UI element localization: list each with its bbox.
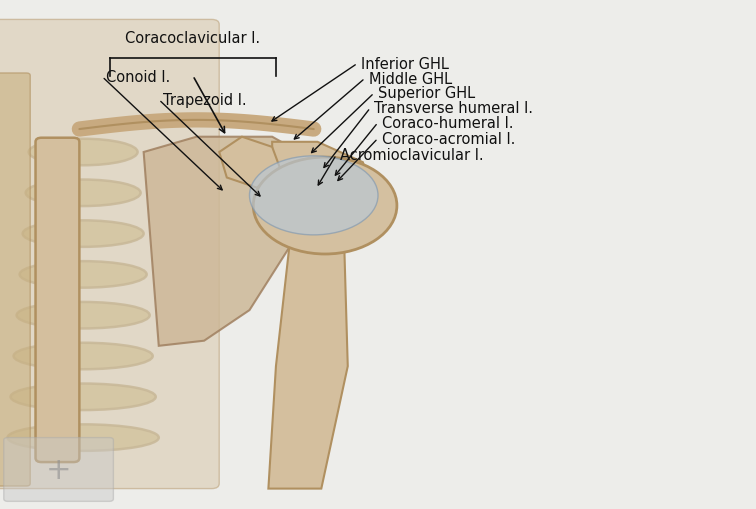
Ellipse shape — [29, 139, 138, 166]
Polygon shape — [268, 232, 348, 489]
FancyBboxPatch shape — [0, 20, 219, 489]
Text: Coraco-acromial l.: Coraco-acromial l. — [382, 131, 515, 147]
Polygon shape — [219, 137, 280, 188]
FancyBboxPatch shape — [4, 438, 113, 501]
Text: Acromioclavicular l.: Acromioclavicular l. — [340, 148, 484, 163]
Ellipse shape — [17, 302, 150, 329]
Text: Middle GHL: Middle GHL — [369, 71, 452, 87]
Text: Superior GHL: Superior GHL — [378, 86, 475, 101]
Ellipse shape — [8, 425, 159, 451]
Circle shape — [253, 158, 397, 254]
FancyBboxPatch shape — [36, 138, 79, 462]
Text: Inferior GHL: Inferior GHL — [361, 56, 449, 72]
Text: +: + — [45, 455, 71, 484]
Ellipse shape — [11, 384, 156, 410]
FancyBboxPatch shape — [0, 74, 30, 486]
Text: Coraco-humeral l.: Coraco-humeral l. — [382, 116, 513, 131]
Ellipse shape — [20, 262, 147, 288]
Text: Coracoclavicular l.: Coracoclavicular l. — [125, 31, 260, 46]
Polygon shape — [272, 143, 370, 199]
Ellipse shape — [249, 157, 378, 235]
Ellipse shape — [26, 180, 141, 207]
Polygon shape — [144, 137, 318, 346]
Ellipse shape — [14, 343, 153, 370]
Text: Conoid l.: Conoid l. — [106, 70, 170, 85]
Text: Trapezoid l.: Trapezoid l. — [163, 93, 246, 108]
Ellipse shape — [23, 221, 144, 247]
Text: Transverse humeral l.: Transverse humeral l. — [374, 101, 533, 116]
